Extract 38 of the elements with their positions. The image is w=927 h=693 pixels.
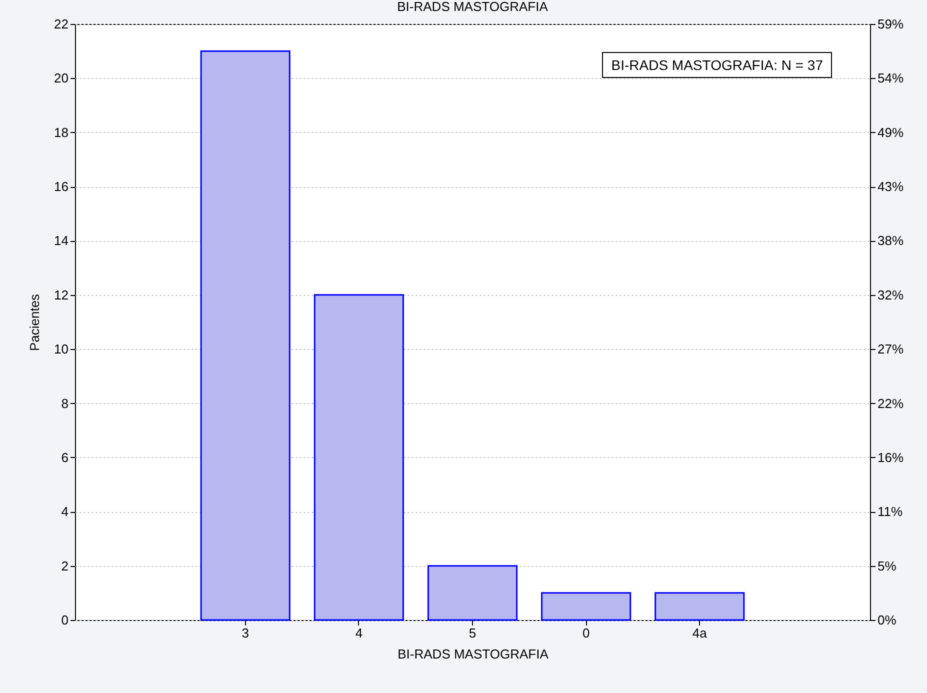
x-tick-label: 5 xyxy=(468,626,476,640)
x-axis-title: BI-RADS MASTOGRAFIA xyxy=(398,646,549,662)
y2-tick-label: 54% xyxy=(878,70,904,86)
bar xyxy=(541,592,632,621)
y-tick-label: 20 xyxy=(54,70,68,86)
y-tick-label: 10 xyxy=(54,342,68,357)
y-tick-label: 0 xyxy=(61,612,68,628)
y2-tick-label: 11% xyxy=(878,504,903,520)
y2-tick-label: 38% xyxy=(878,233,904,248)
y-tick-label: 6 xyxy=(61,450,68,465)
y2-tick-label: 43% xyxy=(878,179,904,194)
y-tick-label: 22 xyxy=(54,16,68,32)
x-tick-label: 4a xyxy=(692,626,708,640)
x-tick-label: 3 xyxy=(242,626,249,640)
y-tick-label: 8 xyxy=(61,396,68,411)
y-axis-title: Pacientes xyxy=(27,293,42,352)
y2-tick-label: 5% xyxy=(878,558,897,574)
bar xyxy=(314,294,404,621)
y-tick-label: 2 xyxy=(61,558,68,574)
bar xyxy=(654,592,745,621)
x-tick-label: 4 xyxy=(355,626,363,640)
y-tick-label: 16 xyxy=(54,179,68,194)
bar xyxy=(200,50,290,621)
chart-title: BI-RADS MASTOGRAFIA xyxy=(397,0,548,14)
y2-tick-label: 32% xyxy=(878,287,904,302)
y2-tick-label: 27% xyxy=(878,342,904,357)
y2-tick-label: 59% xyxy=(878,16,904,32)
y-tick-label: 4 xyxy=(61,504,68,520)
y2-tick-label: 49% xyxy=(878,124,904,140)
y-tick-label: 18 xyxy=(54,124,68,140)
annotation: BI-RADS MASTOGRAFIA: N = 37 xyxy=(602,52,832,78)
y-tick-label: 12 xyxy=(54,287,68,302)
bar xyxy=(427,565,518,621)
x-tick-label: 0 xyxy=(582,626,590,640)
y2-tick-label: 16% xyxy=(878,450,904,465)
y-tick-label: 14 xyxy=(54,233,68,248)
y2-tick-label: 22% xyxy=(878,396,904,411)
y2-tick-label: 0% xyxy=(878,612,897,628)
